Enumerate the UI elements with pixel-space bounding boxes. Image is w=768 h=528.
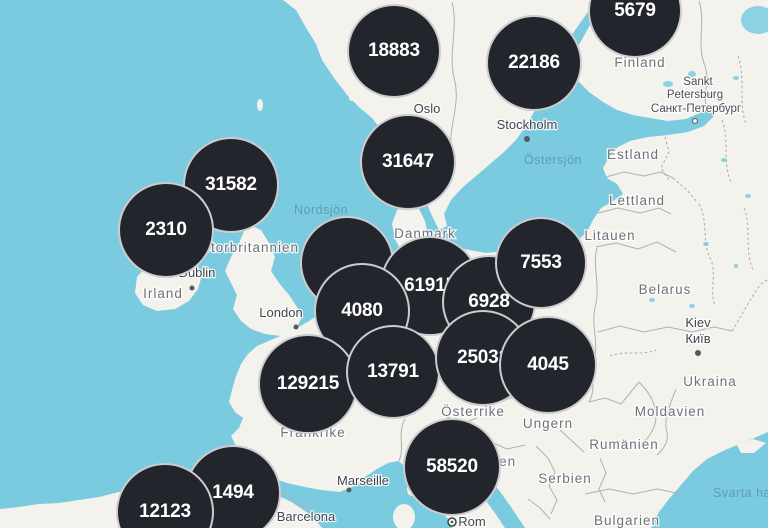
land-crimea xyxy=(737,439,766,453)
country-label-austria: Österrike xyxy=(441,404,505,419)
cluster-count: 12123 xyxy=(139,501,191,522)
cluster-count: 4080 xyxy=(341,300,383,321)
city-label-kiev-cyrillic: Київ xyxy=(685,331,710,346)
cluster-count: 13791 xyxy=(367,361,419,382)
rome-capital-marker-core xyxy=(450,520,454,524)
island xyxy=(327,56,333,64)
lake xyxy=(745,194,751,198)
lake xyxy=(741,6,768,34)
cluster-marker[interactable]: 7553 xyxy=(495,217,587,309)
city-label-stockholm: Stockholm xyxy=(497,117,558,132)
cluster-marker[interactable]: 13791 xyxy=(346,325,440,419)
petersburg-marker xyxy=(691,117,699,125)
country-label-bulgaria: Bulgarien xyxy=(594,513,660,528)
country-label-romania: Rumänien xyxy=(589,437,659,452)
cluster-count: 1494 xyxy=(212,482,254,503)
cluster-count: 4045 xyxy=(527,354,569,375)
island xyxy=(257,99,263,111)
country-label-lithuania: Litauen xyxy=(584,228,635,243)
lake xyxy=(733,76,739,80)
island-sardinia xyxy=(393,504,415,528)
sea-black-sea xyxy=(651,432,768,528)
lake xyxy=(663,81,673,87)
map-labels: Nordsjön Östersjön Svarta havet Finland … xyxy=(142,54,768,528)
cluster-count: 25031 xyxy=(457,347,509,368)
water-label-baltic-sea: Östersjön xyxy=(524,153,582,167)
island xyxy=(339,78,345,86)
cluster-count: 2310 xyxy=(145,219,187,240)
marseille-marker xyxy=(346,487,352,493)
country-label-moldova: Moldavien xyxy=(635,404,706,419)
city-label-kiev: Kiev xyxy=(685,315,711,330)
country-label-hungary: Ungern xyxy=(523,416,573,431)
land-great-britain xyxy=(225,224,301,336)
london-marker xyxy=(293,324,299,330)
cluster-count: 22186 xyxy=(508,52,560,73)
cluster-count: 31582 xyxy=(205,174,257,195)
cluster-count: 7553 xyxy=(520,252,562,273)
cluster-count: 129215 xyxy=(276,373,340,394)
cluster-count: 31647 xyxy=(382,151,434,172)
cluster-count: 5679 xyxy=(614,0,656,21)
country-label-serbia: Serbien xyxy=(538,471,592,486)
cluster-marker[interactable]: 4045 xyxy=(499,316,597,414)
lake xyxy=(689,304,695,308)
country-label-ireland: Irland xyxy=(143,286,183,301)
cluster-marker[interactable]: 18883 xyxy=(347,4,441,98)
cluster-count: 6928 xyxy=(468,291,510,312)
cluster-marker[interactable]: 129215 xyxy=(258,334,358,434)
stockholm-marker xyxy=(524,136,530,142)
country-label-finland: Finland xyxy=(614,55,665,70)
city-label-petersburg-cyrillic: Санкт-Петербург xyxy=(651,103,741,115)
city-label-london: London xyxy=(259,305,302,320)
water-label-north-sea: Nordsjön xyxy=(294,203,348,217)
country-label-estonia: Estland xyxy=(607,147,659,162)
kiev-marker xyxy=(695,350,701,356)
city-label-petersburg: Petersburg xyxy=(667,89,723,101)
cluster-count: 18883 xyxy=(368,40,420,61)
cluster-marker[interactable]: 31647 xyxy=(360,114,456,210)
city-label-marseille: Marseille xyxy=(337,473,389,488)
city-markers xyxy=(189,117,701,527)
city-label-sankt: Sankt xyxy=(683,76,713,88)
city-label-oslo: Oslo xyxy=(414,101,441,116)
city-label-barcelona: Barcelona xyxy=(277,509,336,524)
lake xyxy=(708,92,716,96)
city-label-rome: Rom xyxy=(458,514,485,528)
country-label-latvia: Lettland xyxy=(609,193,665,208)
island xyxy=(316,36,320,44)
country-label-ukraine: Ukraina xyxy=(683,374,737,389)
water-label-black-sea: Svarta havet xyxy=(713,486,768,500)
country-label-great-britain: Storbritannien xyxy=(201,240,299,255)
cluster-marker[interactable]: 58520 xyxy=(403,418,501,516)
lake xyxy=(688,71,696,77)
lake xyxy=(734,264,738,268)
cluster-count: 58520 xyxy=(426,456,478,477)
country-label-belarus: Belarus xyxy=(639,282,692,297)
sea-overlays xyxy=(247,6,768,528)
cluster-marker[interactable]: 2310 xyxy=(118,182,214,278)
lake xyxy=(721,158,727,162)
dublin-marker xyxy=(189,285,195,291)
island xyxy=(349,95,355,101)
cluster-marker[interactable]: 22186 xyxy=(486,15,582,111)
lake xyxy=(649,298,655,302)
